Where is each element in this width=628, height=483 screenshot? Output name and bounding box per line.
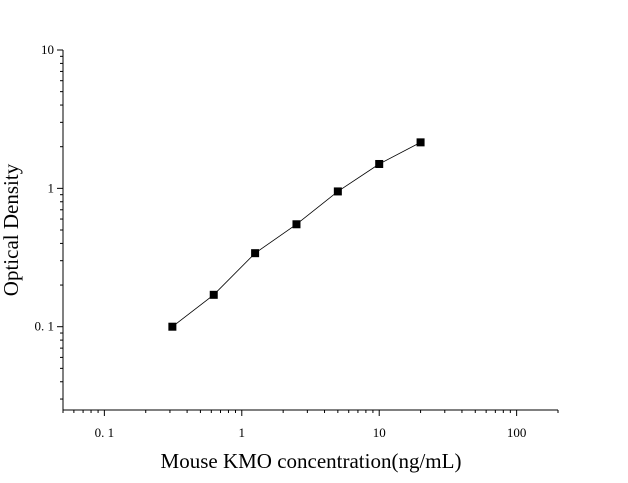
- data-points: [168, 138, 425, 331]
- axes: 0. 1 1 10 100 0. 1 1 10: [35, 42, 559, 440]
- x-tick-label: 0. 1: [95, 425, 115, 440]
- x-tick-label: 1: [239, 425, 246, 440]
- data-point: [209, 290, 218, 299]
- data-point: [168, 322, 177, 331]
- data-point: [251, 249, 260, 258]
- data-point: [333, 187, 342, 196]
- y-tick-label: 0. 1: [35, 319, 55, 334]
- data-point: [292, 220, 301, 229]
- x-tick-label: 100: [507, 425, 527, 440]
- data-point: [416, 138, 425, 147]
- y-axis-label: Optical Density: [0, 163, 23, 296]
- y-tick-label: 1: [48, 180, 55, 195]
- fit-curve: [172, 142, 421, 328]
- fit-curve-group: [172, 142, 421, 328]
- y-tick-label: 10: [41, 42, 54, 57]
- x-tick-label: 10: [373, 425, 386, 440]
- x-axis-label: Mouse KMO concentration(ng/mL): [161, 449, 462, 473]
- data-point: [375, 159, 384, 168]
